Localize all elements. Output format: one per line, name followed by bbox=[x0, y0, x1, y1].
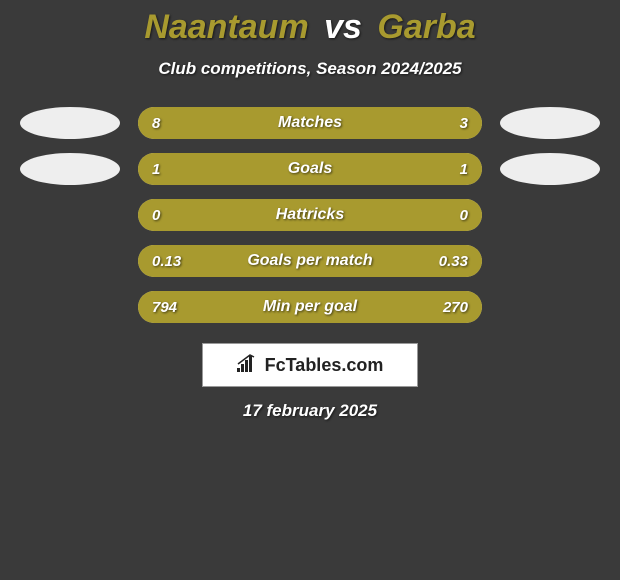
stat-bar: 11Goals bbox=[138, 153, 482, 185]
stat-bar: 794270Min per goal bbox=[138, 291, 482, 323]
date-text: 17 february 2025 bbox=[0, 401, 620, 421]
team-oval-right bbox=[500, 153, 600, 185]
brand-inner: FcTables.com bbox=[237, 354, 384, 377]
comparison-rows: 83Matches 11Goals 00Hattricks 0.130.33Goals… bbox=[0, 107, 620, 323]
comparison-row: 11Goals bbox=[0, 153, 620, 185]
stat-label: Matches bbox=[138, 107, 482, 139]
title-player2: Garba bbox=[377, 8, 475, 46]
comparison-row: 00Hattricks bbox=[0, 199, 620, 231]
stat-label: Goals bbox=[138, 153, 482, 185]
subtitle: Club competitions, Season 2024/2025 bbox=[0, 59, 620, 79]
title-player1: Naantaum bbox=[144, 8, 308, 46]
title-vs: vs bbox=[324, 8, 362, 46]
comparison-row: 83Matches bbox=[0, 107, 620, 139]
brand-text: FcTables.com bbox=[265, 355, 384, 376]
stat-label: Goals per match bbox=[138, 245, 482, 277]
page-title: Naantaum vs Garba bbox=[0, 8, 620, 47]
team-oval-left bbox=[20, 153, 120, 185]
comparison-row: 0.130.33Goals per match bbox=[0, 245, 620, 277]
stat-bar: 00Hattricks bbox=[138, 199, 482, 231]
chart-icon bbox=[237, 354, 259, 377]
team-oval-left bbox=[20, 107, 120, 139]
stat-label: Min per goal bbox=[138, 291, 482, 323]
team-oval-right bbox=[500, 107, 600, 139]
main-container: Naantaum vs Garba Club competitions, Sea… bbox=[0, 0, 620, 421]
stat-bar: 0.130.33Goals per match bbox=[138, 245, 482, 277]
stat-bar: 83Matches bbox=[138, 107, 482, 139]
brand-box[interactable]: FcTables.com bbox=[202, 343, 418, 387]
stat-label: Hattricks bbox=[138, 199, 482, 231]
comparison-row: 794270Min per goal bbox=[0, 291, 620, 323]
